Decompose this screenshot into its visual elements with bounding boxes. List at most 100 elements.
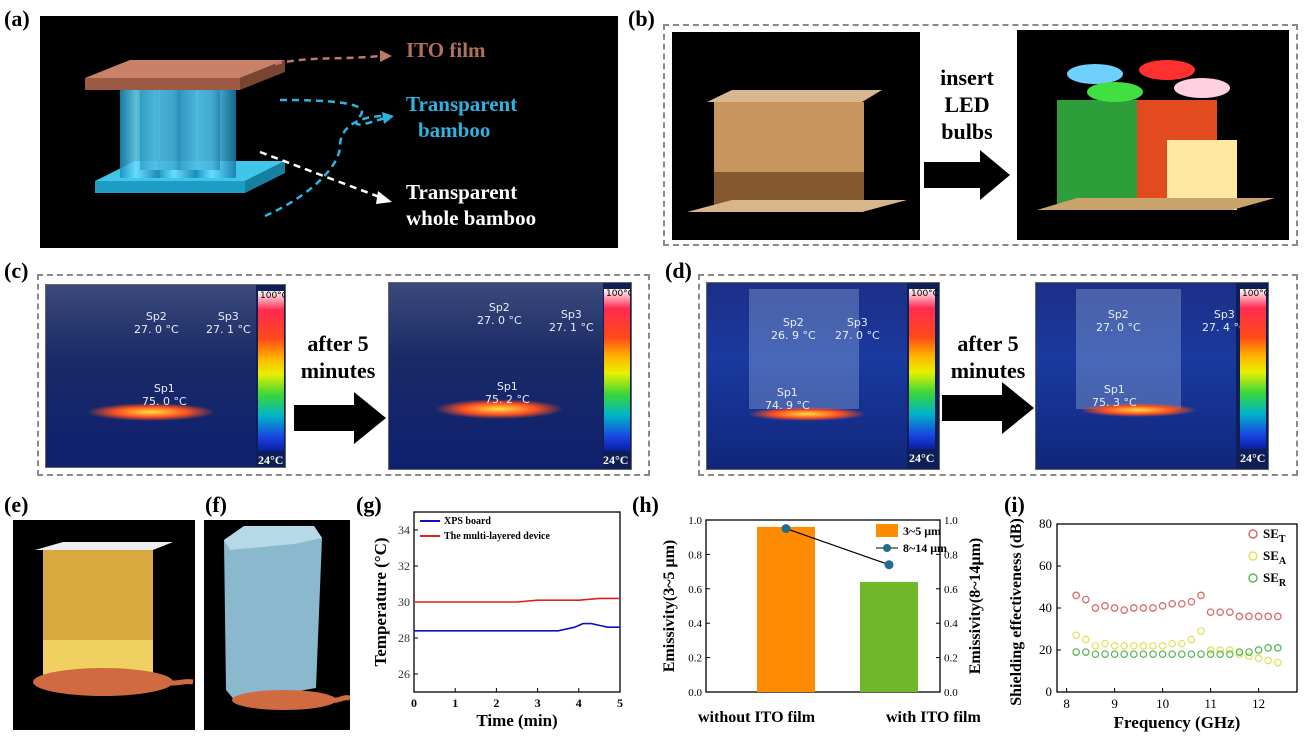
y-tick-label: 40 — [1039, 600, 1052, 615]
panel-label-g: (g) — [356, 492, 382, 517]
series-point — [1206, 650, 1215, 659]
panel-label-d: (d) — [665, 258, 692, 283]
legend-label: 3~5 μm — [903, 524, 941, 538]
y-tick-label: 0.0 — [688, 687, 702, 699]
x-tick-label: 5 — [617, 696, 623, 710]
bamboo-arrow-icon — [279, 98, 386, 126]
series-point — [1197, 627, 1205, 635]
series-point — [1081, 595, 1090, 604]
x-tick-label: 0 — [411, 696, 417, 710]
color-scale-bar — [1240, 289, 1266, 449]
panel-label-c: (c) — [4, 258, 29, 283]
sp2-value: 27. 0 °C — [477, 314, 522, 327]
series-point — [1081, 635, 1090, 644]
after-label: after 5 — [307, 331, 369, 356]
series-point — [1206, 646, 1215, 654]
scale-min-label: 24°C — [258, 453, 284, 467]
x-tick-label: 12 — [1252, 696, 1265, 711]
thermal-image-c-before: Sp2 27. 0 °C Sp3 27. 1 °C Sp1 75. 0 °C 100°… — [45, 284, 286, 468]
y2-tick-label: 0.4 — [944, 618, 958, 630]
series-point — [1139, 650, 1148, 659]
y-tick-label: 34 — [398, 523, 410, 537]
series-point — [1091, 604, 1100, 612]
sp1-value: 75. 0 °C — [142, 395, 187, 408]
legend-label: SET — [1263, 526, 1286, 545]
sp1-label: Sp1 — [776, 386, 798, 399]
series-point — [1245, 648, 1253, 656]
legend-marker — [883, 544, 891, 552]
y-tick-label: 0.8 — [688, 549, 702, 561]
panel-label-e: (e) — [4, 492, 29, 517]
panel-label-f: (f) — [205, 492, 227, 517]
x-axis-label: Time (min) — [476, 711, 557, 730]
right-arrow-icon — [942, 382, 1034, 434]
series-point — [1072, 591, 1081, 600]
right-arrow-icon — [294, 392, 386, 444]
series-point — [1187, 635, 1196, 644]
category-label: with ITO film — [886, 709, 982, 726]
sp2-value: 27. 0 °C — [1096, 321, 1141, 334]
sp3-value: 27. 0 °C — [835, 329, 880, 342]
x-tick-label: 10 — [1156, 696, 1169, 711]
sp3-label: Sp3 — [846, 316, 868, 329]
minutes-label: minutes — [300, 358, 376, 383]
panel-label-i: (i) — [1004, 492, 1025, 517]
led-device-photo — [1017, 30, 1289, 240]
color-scale-bar — [604, 289, 630, 451]
transparent-whole-bamboo-label-2: whole bamboo — [406, 206, 537, 230]
insert-led-text: insert LED bulbs — [922, 64, 1012, 145]
y-tick-label: 60 — [1039, 558, 1052, 573]
series-point — [1187, 597, 1196, 606]
series-line-0 — [414, 622, 620, 632]
color-scale-bar — [909, 289, 935, 449]
legend-marker — [1248, 529, 1258, 539]
series-point — [1072, 648, 1081, 656]
scale-max-label: 100°C — [911, 289, 939, 299]
x-tick-label: 4 — [576, 696, 582, 710]
sp3-value: 27. 4 °C — [1202, 321, 1247, 334]
series-point — [781, 524, 791, 534]
transparent-whole-bamboo-label-1: Transparent — [406, 180, 518, 204]
legend-label: SEA — [1263, 548, 1287, 567]
y-tick-label: 30 — [398, 595, 410, 609]
transparent-bamboo-label-2: bamboo — [418, 118, 491, 142]
y-tick-label: 32 — [398, 559, 410, 573]
scale-min-label: 24°C — [1240, 451, 1266, 465]
y-tick-label: 0.6 — [688, 584, 702, 596]
legend-label: 8~14 μm — [903, 541, 947, 555]
y2-tick-label: 0.2 — [944, 653, 958, 665]
series-point — [1254, 612, 1263, 621]
panel-c-frame — [37, 274, 650, 476]
scale-max-label: 100°C — [260, 291, 286, 301]
series-point — [1273, 658, 1282, 667]
ito-film-label: ITO film — [406, 38, 486, 62]
series-point — [1091, 641, 1100, 650]
panel-label-b: (b) — [628, 6, 655, 31]
series-point — [1081, 648, 1090, 656]
sp1-label: Sp1 — [153, 382, 175, 395]
panel-d-frame — [698, 274, 1298, 476]
series-point — [1072, 631, 1081, 640]
y-axis-label: Temperature (°C) — [371, 537, 390, 666]
y-tick-label: 26 — [398, 667, 410, 681]
sp2-label: Sp2 — [145, 310, 167, 323]
category-label: without ITO film — [698, 709, 816, 726]
y-tick-label: 0 — [1046, 684, 1053, 699]
sp3-label: Sp3 — [560, 308, 582, 321]
series-point — [1110, 650, 1119, 659]
series-point — [1197, 650, 1205, 659]
y2-tick-label: 0.6 — [944, 584, 958, 596]
legend-marker — [1248, 551, 1258, 561]
y-tick-label: 1.0 — [688, 515, 702, 527]
series-point — [1216, 608, 1225, 617]
y2-tick-label: 0.8 — [944, 549, 958, 561]
x-tick-label: 9 — [1111, 696, 1118, 711]
y-axis-label: Emissivity(3~5 μm) — [661, 540, 678, 673]
series-point — [1120, 606, 1129, 614]
bar-0 — [757, 526, 815, 692]
plot-frame — [1056, 523, 1298, 693]
transparent-bamboo-label-1: Transparent — [406, 92, 518, 116]
series-point — [1264, 644, 1273, 652]
series-point — [1158, 650, 1167, 659]
whole-bamboo-arrow-icon — [259, 150, 383, 200]
